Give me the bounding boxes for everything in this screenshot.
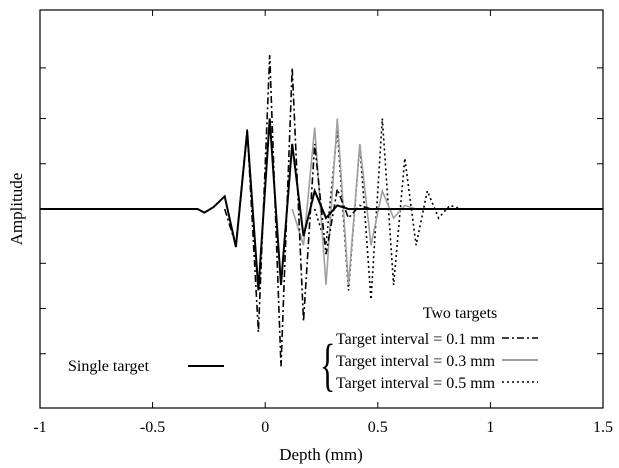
- legend-label-interval-0-5: Target interval = 0.5 mm: [336, 375, 496, 392]
- series-line-0: [40, 118, 603, 291]
- series-lines: [40, 55, 603, 367]
- legend-label-interval-0-1: Target interval = 0.1 mm: [336, 331, 496, 348]
- x-tick-label: -1: [33, 419, 46, 436]
- legend-brace: {: [320, 333, 335, 397]
- x-ticks: -1 -0.5 0 0.5 1 1.5: [33, 10, 613, 436]
- legend: Two targets { Target interval = 0.1 mm T…: [68, 305, 538, 398]
- legend-label-interval-0-3: Target interval = 0.3 mm: [336, 353, 496, 370]
- x-tick-label: 1.5: [593, 419, 613, 436]
- x-tick-label: -0.5: [140, 419, 165, 436]
- x-tick-label: 0.5: [368, 419, 388, 436]
- y-ticks: [40, 67, 603, 355]
- x-axis-label: Depth (mm): [279, 445, 363, 464]
- series-line-2: [291, 118, 417, 286]
- legend-heading: Two targets: [423, 305, 498, 322]
- x-tick-label: 0: [261, 419, 269, 436]
- series-line-1: [223, 55, 383, 367]
- x-tick-label: 1: [486, 419, 494, 436]
- y-axis-label: Amplitude: [7, 173, 26, 246]
- legend-label-single-target: Single target: [68, 358, 150, 375]
